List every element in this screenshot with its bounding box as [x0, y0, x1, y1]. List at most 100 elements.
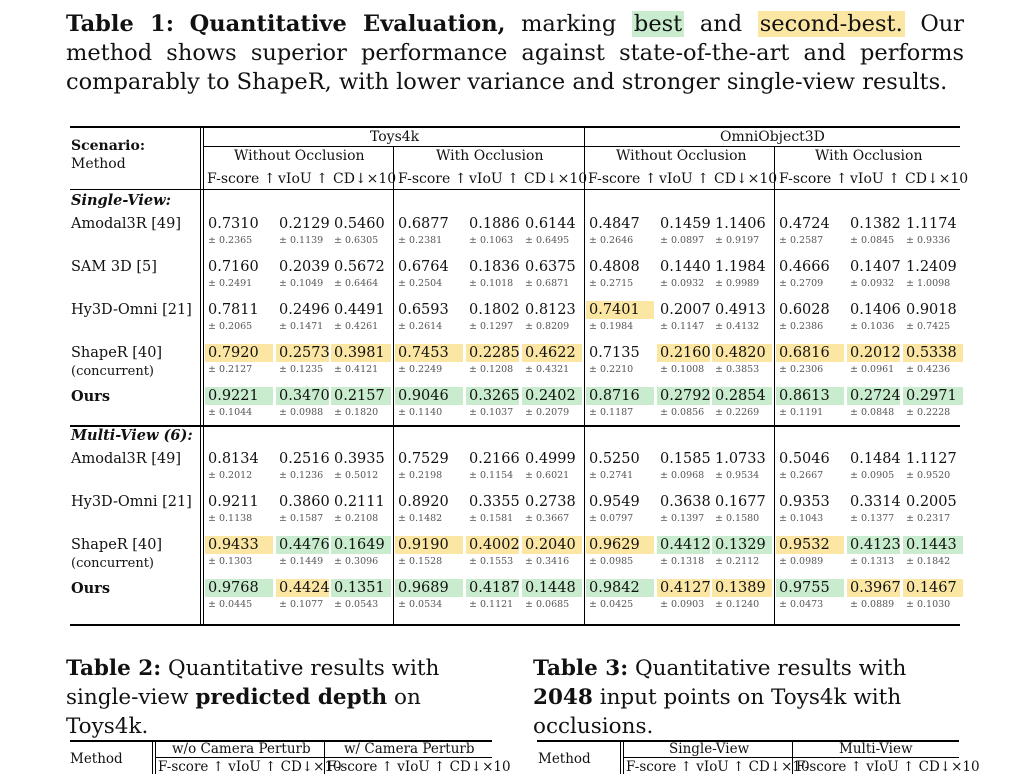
std-value: ± 0.8209: [525, 321, 570, 332]
caption-bold-title: Quantitative Evaluation,: [189, 11, 506, 37]
caption3-text2: input points on Toys4k with occlusions.: [533, 685, 902, 739]
best-highlight: [205, 387, 273, 405]
caption3-bold: 2048: [533, 685, 593, 710]
metric-header: vIoU ↑: [850, 171, 900, 187]
metric-value: 0.9046: [398, 388, 449, 404]
std-value: ± 0.2587: [779, 235, 824, 246]
metric-value: 0.4808: [589, 259, 640, 275]
std-value: ± 0.2709: [779, 278, 824, 289]
metric-value: 0.8613: [779, 388, 830, 404]
second-best-highlight: [466, 344, 519, 362]
metric-value: 0.1406: [850, 302, 901, 318]
caption2-text1: Quantitative results with single-view: [66, 656, 440, 710]
best-highlight: [331, 536, 391, 554]
std-value: ± 0.3667: [525, 513, 570, 524]
std-value: ± 0.0889: [850, 599, 895, 610]
metric-value: 0.8716: [589, 388, 640, 404]
std-value: ± 0.1313: [850, 556, 895, 567]
std-value: ± 0.2741: [589, 470, 634, 481]
metric-value: 0.2573: [279, 345, 330, 361]
caption3-label: Table 3:: [533, 656, 629, 681]
second-best-highlight: [586, 536, 654, 554]
second-best-highlight: [586, 301, 654, 319]
std-value: ± 0.1140: [398, 407, 443, 418]
metric-header: F-score ↑: [207, 171, 276, 187]
metric-value: 0.7453: [398, 345, 449, 361]
metric-value: 0.2516: [279, 451, 330, 467]
method-name: Ours: [71, 388, 110, 405]
std-value: ± 0.3096: [334, 556, 379, 567]
std-value: ± 0.2646: [589, 235, 634, 246]
method-name: Hy3D-Omni [21]: [71, 494, 192, 510]
second-best-highlight: [903, 579, 963, 597]
std-value: ± 0.2012: [208, 470, 253, 481]
metric-value: 0.2005: [906, 494, 957, 510]
metric-value: 0.2007: [660, 302, 711, 318]
table2-metrics: F-score ↑ vIoU ↑ CD↓×10: [158, 759, 342, 775]
metric-value: 0.6877: [398, 216, 449, 232]
second-best-highlight: [712, 344, 772, 362]
std-value: ± 0.1528: [398, 556, 443, 567]
std-value: ± 0.0932: [660, 278, 705, 289]
table2-group-underline: [156, 757, 492, 758]
std-value: ± 0.0685: [525, 599, 570, 610]
condition-header: With Occlusion: [815, 148, 923, 164]
std-value: ± 0.6871: [525, 278, 570, 289]
metric-value: 0.9221: [208, 388, 259, 404]
std-value: ± 0.1471: [279, 321, 324, 332]
std-value: ± 0.9197: [715, 235, 760, 246]
section-rule: [70, 425, 960, 427]
metric-value: 0.4476: [279, 537, 330, 553]
best-highlight: [847, 536, 900, 554]
table-top-rule: [70, 126, 960, 128]
caption-and: and: [699, 11, 743, 37]
metric-header: vIoU ↑: [659, 171, 709, 187]
metric-value: 0.5046: [779, 451, 830, 467]
best-highlight: [776, 387, 844, 405]
std-value: ± 0.1063: [469, 235, 514, 246]
best-highlight: [712, 536, 772, 554]
best-highlight: [395, 387, 463, 405]
metric-value: 0.4847: [589, 216, 640, 232]
caption2-text2: on Toys4k.: [66, 685, 421, 739]
std-value: ± 0.4321: [525, 364, 570, 375]
best-legend: best: [631, 11, 685, 37]
metric-value: 0.1649: [334, 537, 385, 553]
std-value: ± 0.1553: [469, 556, 514, 567]
section-title: Multi-View (6):: [71, 427, 193, 444]
metric-value: 0.4913: [715, 302, 766, 318]
metric-value: 0.8920: [398, 494, 449, 510]
metric-value: 0.3265: [469, 388, 520, 404]
method-name: Amodal3R [49]: [71, 451, 182, 467]
metric-value: 0.4424: [279, 580, 330, 596]
table1: Scenario: Method Toys4k OmniObject3D Wit…: [70, 126, 968, 626]
section-title: Single-View:: [71, 192, 171, 209]
std-value: ± 0.7425: [906, 321, 951, 332]
metric-value: 0.2166: [469, 451, 520, 467]
metric-value: 0.4820: [715, 345, 766, 361]
caption-part1: marking: [521, 11, 617, 37]
metric-value: 0.2157: [334, 388, 385, 404]
metric-value: 0.2012: [850, 345, 901, 361]
table3-top-rule: [537, 740, 959, 742]
caption-rest: Our method shows superior performance ag…: [66, 11, 965, 95]
metric-value: 0.9629: [589, 537, 640, 553]
metric-value: 0.9532: [779, 537, 830, 553]
std-value: ± 0.1397: [660, 513, 705, 524]
best-highlight: [586, 579, 654, 597]
std-value: ± 0.9520: [906, 470, 951, 481]
std-value: ± 0.2504: [398, 278, 443, 289]
best-highlight: [586, 387, 654, 405]
metric-value: 0.9211: [208, 494, 259, 510]
metric-value: 0.1677: [715, 494, 766, 510]
metric-value: 0.6816: [779, 345, 830, 361]
metric-value: 0.9549: [589, 494, 640, 510]
std-value: ± 0.0543: [334, 599, 379, 610]
std-value: ± 0.1984: [589, 321, 634, 332]
std-value: ± 0.2614: [398, 321, 443, 332]
second-best-highlight: [776, 536, 844, 554]
std-value: ± 0.2317: [906, 513, 951, 524]
std-value: ± 0.0473: [779, 599, 824, 610]
std-value: ± 0.1049: [279, 278, 324, 289]
best-highlight: [903, 387, 963, 405]
